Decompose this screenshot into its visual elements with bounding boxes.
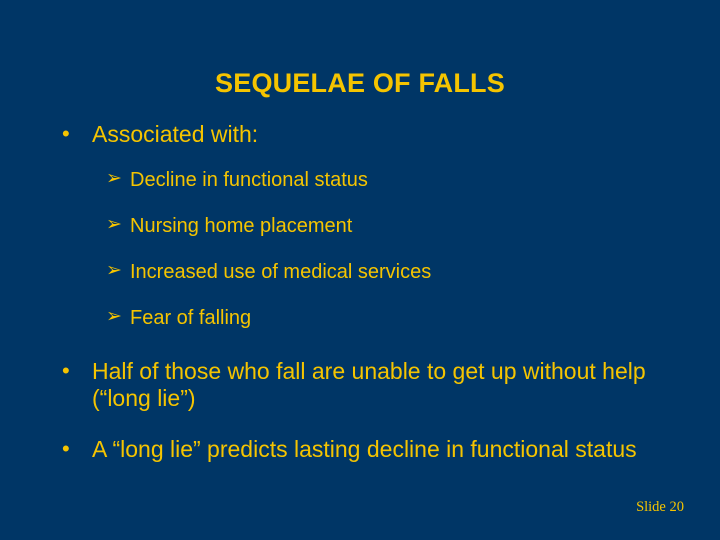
bullet-l1-text: A “long lie” predicts lasting decline in… [92,436,664,463]
bullet-l2: ➢ Increased use of medical services [62,260,664,284]
arrow-bullet-icon: ➢ [106,260,130,284]
slide-title: SEQUELAE OF FALLS [0,0,720,121]
disc-bullet-icon: • [62,121,92,148]
bullet-l2: ➢ Fear of falling [62,306,664,330]
arrow-bullet-icon: ➢ [106,306,130,330]
arrow-bullet-icon: ➢ [106,214,130,238]
bullet-l2: ➢ Decline in functional status [62,168,664,192]
slide-body: • Associated with: ➢ Decline in function… [0,121,720,464]
bullet-l2-text: Decline in functional status [130,168,664,192]
slide: SEQUELAE OF FALLS • Associated with: ➢ D… [0,0,720,540]
bullet-l2-text: Fear of falling [130,306,664,330]
slide-number: Slide 20 [636,499,684,516]
bullet-l1: • Half of those who fall are unable to g… [62,358,664,412]
bullet-l1-text: Associated with: [92,121,664,148]
arrow-bullet-icon: ➢ [106,168,130,192]
bullet-l2-text: Nursing home placement [130,214,664,238]
disc-bullet-icon: • [62,436,92,463]
bullet-l1-text: Half of those who fall are unable to get… [92,358,664,412]
bullet-l1: • Associated with: [62,121,664,148]
bullet-l1: • A “long lie” predicts lasting decline … [62,436,664,463]
disc-bullet-icon: • [62,358,92,412]
bullet-l2-text: Increased use of medical services [130,260,664,284]
bullet-l2: ➢ Nursing home placement [62,214,664,238]
sub-bullet-group: ➢ Decline in functional status ➢ Nursing… [62,168,664,330]
